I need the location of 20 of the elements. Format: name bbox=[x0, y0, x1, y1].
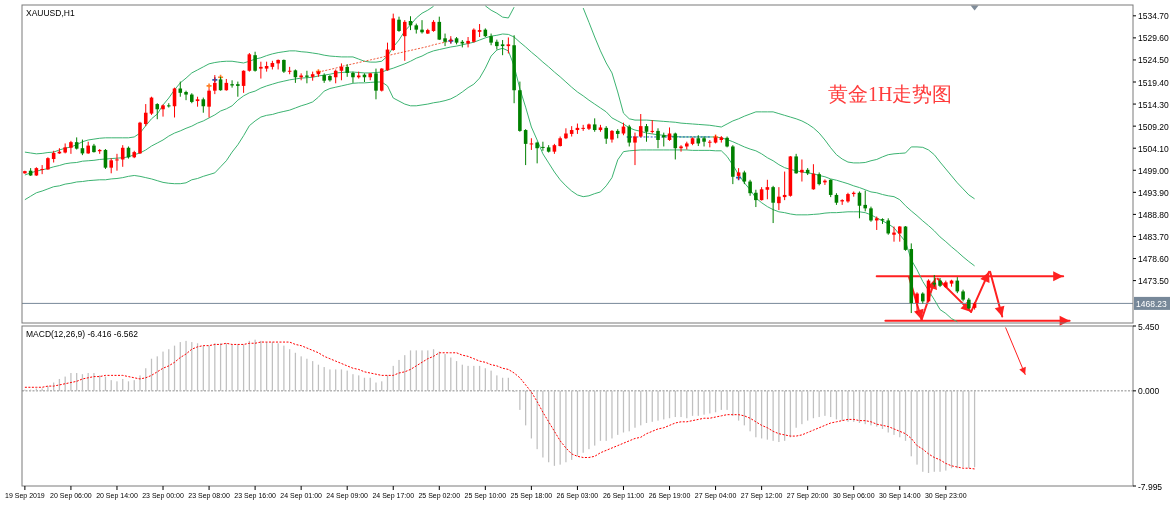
y-tick-label: 1509.20 bbox=[1138, 121, 1169, 132]
ref-line-label: 1468.23 bbox=[1136, 298, 1167, 309]
y-tick-label: 1483.70 bbox=[1138, 231, 1169, 242]
chart-title: XAUUSD,H1 bbox=[26, 8, 75, 18]
y-tick-label: 1534.70 bbox=[1138, 11, 1169, 22]
annotation: 黄金1H走势图 bbox=[828, 83, 953, 105]
y-tick-label: 1529.60 bbox=[1138, 33, 1169, 44]
y-tick-label: 1478.60 bbox=[1138, 254, 1169, 265]
y-tick-label: 0.000 bbox=[1138, 386, 1160, 397]
y-tick-label: 1499.00 bbox=[1138, 165, 1169, 176]
y-tick-label: 1473.50 bbox=[1138, 276, 1169, 287]
y-tick-label: 1519.40 bbox=[1138, 77, 1169, 88]
y-tick-label: -7.995 bbox=[1138, 481, 1163, 492]
chart-title: MACD(12,26,9) -6.416 -6.562 bbox=[26, 329, 139, 339]
y-tick-label: 1504.10 bbox=[1138, 143, 1169, 154]
y-tick-label: 5.450 bbox=[1138, 321, 1160, 332]
y-tick-label: 1524.50 bbox=[1138, 55, 1169, 66]
y-tick-label: 1488.80 bbox=[1138, 209, 1169, 220]
y-tick-label: 1493.90 bbox=[1138, 187, 1169, 198]
y-tick-label: 1514.30 bbox=[1138, 99, 1169, 110]
